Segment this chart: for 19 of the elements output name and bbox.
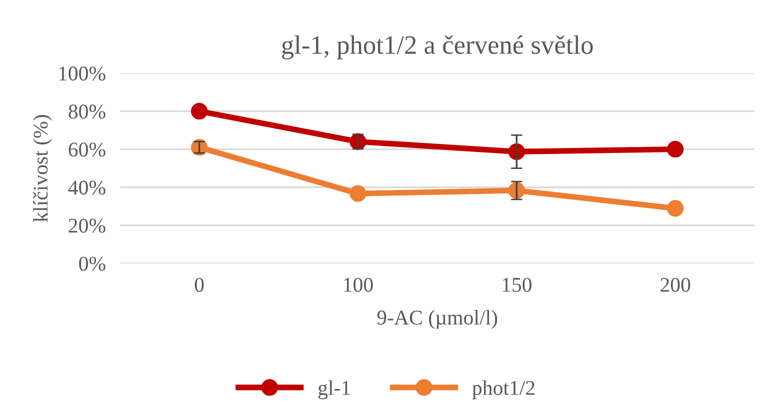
point bbox=[190, 102, 208, 120]
x-tick-label: 100 bbox=[344, 278, 373, 292]
x-tick-label: 200 bbox=[660, 278, 690, 292]
legend-label: phot1/2 bbox=[472, 380, 534, 400]
point bbox=[350, 185, 366, 202]
y-tick-label: 20% bbox=[68, 218, 106, 233]
chart-title: gl-1, phot1/2 a červené světlo bbox=[282, 35, 593, 60]
y-tick-label: 80% bbox=[68, 104, 106, 119]
y-tick-label: 40% bbox=[68, 180, 106, 195]
y-axis-title: klíčivost (%) bbox=[32, 115, 52, 222]
y-tick-label: 0% bbox=[79, 256, 106, 271]
point bbox=[666, 200, 684, 217]
x-axis-title: 9-AC (µmol/l) bbox=[377, 310, 498, 329]
y-tick-label: 100% bbox=[59, 66, 106, 81]
x-tick-label: 0 bbox=[194, 278, 204, 292]
y-tick-label: 60% bbox=[68, 142, 106, 157]
legend-label: gl-1 bbox=[318, 380, 350, 400]
point bbox=[666, 140, 684, 158]
x-tick-label: 150 bbox=[502, 278, 532, 292]
